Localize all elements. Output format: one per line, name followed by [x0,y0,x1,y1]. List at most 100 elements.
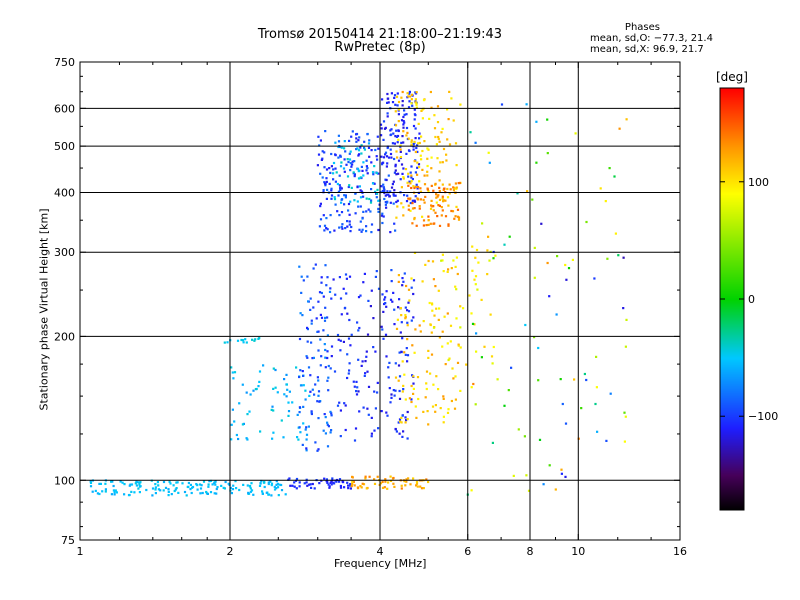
data-point [533,336,536,339]
data-point [389,152,393,156]
data-point [276,391,279,394]
data-point [413,113,416,116]
data-point [423,201,426,204]
data-point [334,167,337,170]
colorbar-segment [720,343,744,345]
data-point [245,341,248,344]
data-point [526,190,529,193]
data-point [435,143,438,146]
data-point [402,206,405,209]
data-point [362,406,365,409]
data-point [199,492,202,495]
data-point [267,493,270,496]
colorbar-segment [720,352,744,354]
data-point [176,481,179,484]
data-point [298,411,301,414]
data-point [304,428,307,431]
colorbar-segment [720,91,744,93]
colorbar-segment [720,259,744,261]
data-point [348,369,351,372]
data-point [565,278,568,281]
data-point [284,493,287,496]
data-point [317,300,320,303]
data-point [393,222,396,225]
y-tick-label: 600 [54,102,75,115]
data-point [546,152,549,155]
data-point [385,290,388,293]
colorbar-segment [720,489,744,491]
data-point [373,390,376,393]
data-point [394,427,397,431]
data-point [395,327,399,330]
data-point [387,101,390,104]
data-point [299,312,302,315]
data-point [339,155,342,158]
data-point [410,319,413,322]
data-point [358,228,361,231]
data-point [377,210,380,213]
colorbar-segment [720,213,744,215]
colorbar-segment [720,390,744,392]
data-point [433,114,436,117]
colorbar-segment [720,215,744,217]
data-point [400,163,404,166]
data-point [399,156,403,159]
data-point [397,364,401,367]
data-point [315,317,318,320]
data-point [525,103,528,106]
data-point [400,350,403,353]
data-point [419,187,422,190]
data-point [392,476,395,480]
data-point [119,480,122,483]
data-point [353,439,357,442]
data-point [384,296,387,299]
data-point [329,431,332,434]
chart-title: Tromsø 20150414 21:18:00–21:19:43 [257,27,503,42]
data-point [434,182,437,185]
data-point [377,287,381,290]
colorbar-segment [720,99,744,101]
data-point [473,323,476,326]
data-point [402,214,405,217]
colorbar-segment [720,158,744,160]
data-point [401,135,404,138]
colorbar-segment [720,103,744,105]
data-point [312,356,315,359]
data-point [355,380,358,383]
data-point [129,483,132,486]
data-point [428,117,431,120]
stats-x-mode: mean, sd,X: 96.9, 21.7 [590,44,704,55]
data-point [459,305,462,308]
data-point [433,127,437,130]
data-point [450,209,453,213]
data-point [365,487,368,490]
data-point [429,372,432,375]
data-point [272,409,275,412]
data-point [111,480,114,483]
data-point [376,188,379,191]
data-point [374,350,377,353]
colorbar-segment [720,244,744,246]
data-point [302,384,305,387]
data-point [309,308,312,311]
colorbar-segment [720,107,744,109]
data-point [312,306,315,309]
data-point [419,190,423,193]
colorbar-segment [720,349,744,351]
data-point [446,108,449,111]
data-point [329,287,332,290]
colorbar-segment [720,102,744,104]
data-point [411,344,414,347]
data-point [394,135,397,138]
data-point [375,172,378,175]
data-point [251,338,254,341]
data-point [375,155,378,158]
data-point [483,345,486,348]
data-point [390,128,393,131]
data-point [249,393,252,396]
data-point [377,427,380,430]
data-point [418,137,421,140]
data-point [246,484,249,487]
data-point [357,358,360,361]
data-point [310,486,313,489]
